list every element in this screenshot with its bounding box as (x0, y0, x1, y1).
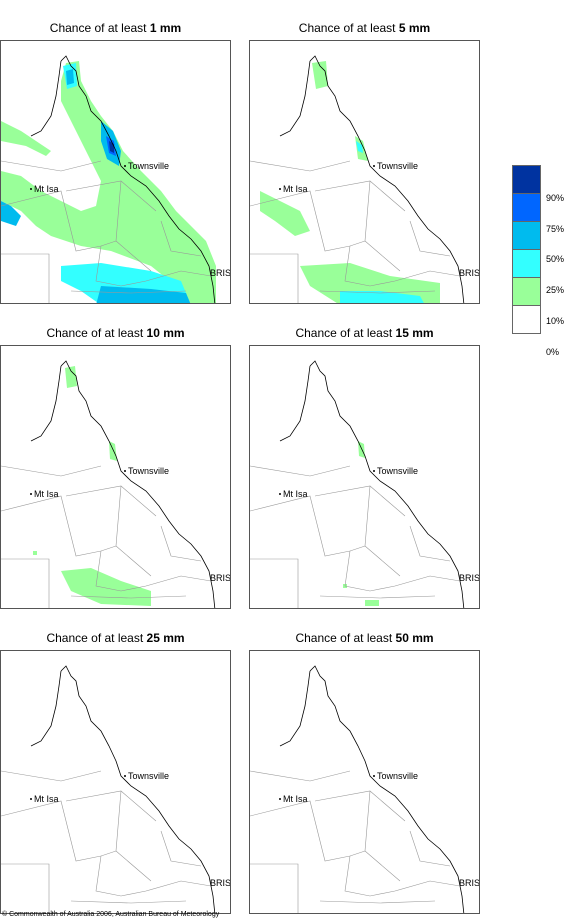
coastline-1mm (30, 55, 216, 303)
coastline-50mm (279, 665, 465, 913)
panel-title-10mm: Chance of at least 10 mm (46, 326, 185, 340)
bris-label: BRIS (459, 268, 480, 278)
legend-swatch-50 (512, 221, 541, 250)
copyright-footer: © Commonwealth of Australia 2006, Austra… (2, 911, 220, 918)
legend-label-75: 75% (546, 224, 565, 234)
bris-label: BRIS (210, 268, 231, 278)
mtisa-label: Mt Isa (283, 184, 308, 194)
map-svg-5mm: Townsville Mt Isa BRIS (250, 55, 480, 303)
legend-label-10: 10% (546, 316, 565, 326)
places-25mm: Townsville Mt Isa BRIS (30, 771, 231, 888)
legend-swatch-75 (512, 193, 541, 222)
rain-overlay-5mm (260, 61, 440, 303)
bris-label: BRIS (210, 573, 231, 583)
legend-label-90: 90% (546, 193, 565, 203)
legend-label-25: 25% (546, 285, 565, 295)
bris-label: BRIS (210, 878, 231, 888)
mtisa-label: Mt Isa (34, 184, 59, 194)
townsville-label: Townsville (377, 466, 418, 476)
bris-label: BRIS (459, 573, 480, 583)
bris-label: BRIS (459, 878, 480, 888)
legend-swatch-90 (512, 165, 541, 194)
map-panel-50mm: Townsville Mt Isa BRIS (249, 650, 480, 914)
mtisa-label: Mt Isa (34, 489, 59, 499)
map-panel-10mm: Townsville Mt Isa BRIS (0, 345, 231, 609)
places-10mm: Townsville Mt Isa BRIS (30, 466, 231, 583)
borders-1mm (1, 160, 212, 303)
legend-label-50: 50% (546, 254, 565, 264)
coastline-15mm (279, 360, 465, 608)
legend-swatch-25 (512, 249, 541, 278)
places-50mm: Townsville Mt Isa BRIS (279, 771, 480, 888)
rain-overlay-15mm (343, 441, 379, 606)
panel-title-15mm: Chance of at least 15 mm (295, 326, 434, 340)
places-15mm: Townsville Mt Isa BRIS (279, 466, 480, 583)
borders-10mm (1, 465, 212, 608)
panel-title-1mm: Chance of at least 1 mm (49, 21, 182, 35)
townsville-label: Townsville (128, 161, 169, 171)
legend (512, 165, 542, 334)
rain-overlay-1mm (1, 61, 216, 303)
panel-title-50mm: Chance of at least 50 mm (295, 631, 434, 645)
panel-title-5mm: Chance of at least 5 mm (298, 21, 431, 35)
legend-label-0: 0% (546, 347, 560, 357)
map-svg-10mm: Townsville Mt Isa BRIS (1, 360, 231, 608)
map-panel-25mm: Townsville Mt Isa BRIS (0, 650, 231, 914)
places-1mm: Townsville Mt Isa BRIS (30, 161, 231, 278)
mtisa-label: Mt Isa (34, 794, 59, 804)
coastline-25mm (30, 665, 216, 913)
townsville-label: Townsville (128, 771, 169, 781)
coastline-10mm (30, 360, 216, 608)
map-panel-15mm: Townsville Mt Isa BRIS (249, 345, 480, 609)
townsville-label: Townsville (377, 161, 418, 171)
coastline-5mm (279, 55, 465, 303)
map-svg-1mm: Townsville Mt Isa BRIS (1, 55, 231, 303)
map-panel-5mm: Townsville Mt Isa BRIS (249, 40, 480, 304)
borders-5mm (250, 160, 461, 303)
rain-overlay-10mm (33, 366, 151, 606)
borders-50mm (250, 770, 461, 913)
borders-15mm (250, 465, 461, 608)
legend-swatch-0 (512, 305, 541, 334)
map-svg-25mm: Townsville Mt Isa BRIS (1, 665, 231, 913)
map-svg-15mm: Townsville Mt Isa BRIS (250, 360, 480, 608)
map-svg-50mm: Townsville Mt Isa BRIS (250, 665, 480, 913)
mtisa-label: Mt Isa (283, 489, 308, 499)
panel-title-25mm: Chance of at least 25 mm (46, 631, 185, 645)
mtisa-label: Mt Isa (283, 794, 308, 804)
places-5mm: Townsville Mt Isa BRIS (279, 161, 480, 278)
borders-25mm (1, 770, 212, 913)
townsville-label: Townsville (377, 771, 418, 781)
townsville-label: Townsville (128, 466, 169, 476)
map-panel-1mm: Townsville Mt Isa BRIS (0, 40, 231, 304)
legend-swatch-10 (512, 277, 541, 306)
